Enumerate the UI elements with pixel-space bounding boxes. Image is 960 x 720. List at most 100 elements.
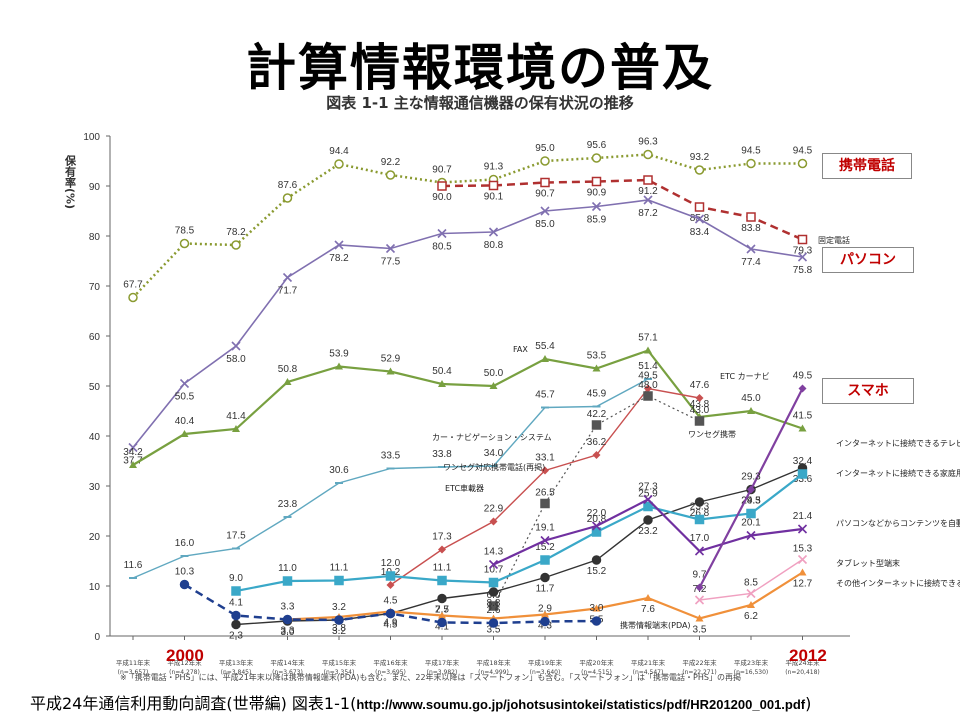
y-tick-label-7: 70 <box>89 282 101 293</box>
game-value-label-11: 23.3 <box>690 502 710 513</box>
pda-value-label-6: 2.7 <box>435 605 449 616</box>
net_appl-value-label-5: 4.9 <box>384 618 398 629</box>
pda-value-label-4: 3.2 <box>332 602 346 613</box>
pc-line <box>132 199 803 449</box>
pc-point-9 <box>591 201 602 212</box>
player-value-label-9: 22.0 <box>587 508 607 519</box>
fixed-value-label-12: 83.8 <box>741 223 761 234</box>
fax-value-label-2: 41.4 <box>226 411 246 422</box>
net_tv-value-label-6: 7.5 <box>435 605 449 616</box>
game-point-5 <box>385 571 396 581</box>
smart-point-13 <box>798 384 807 393</box>
net_tv-value-label-11: 26.8 <box>690 508 710 519</box>
x-tick-label-9: 平成20年末 <box>579 658 614 667</box>
x-tick-label-13: 平成24年末 <box>785 658 820 667</box>
net_tv-value-label-9: 15.2 <box>587 566 607 577</box>
mobile-value-label-0: 67.7 <box>123 280 143 291</box>
etc-point-11 <box>695 394 704 402</box>
net_tv-point-9 <box>591 555 602 565</box>
y-tick-label-10: 100 <box>83 132 100 143</box>
net_appl-point-11 <box>695 614 704 622</box>
mobile-value-label-2: 78.2 <box>226 227 246 238</box>
fax-point-3 <box>283 378 292 385</box>
pda-value-label-7: 2.6 <box>487 605 501 616</box>
fax-point-7 <box>489 382 498 389</box>
etc-value-label-7: 22.9 <box>484 504 504 515</box>
game-line <box>235 473 804 593</box>
etc-value-label-11: 47.6 <box>690 380 710 391</box>
game-point-2 <box>231 586 241 596</box>
net_appl-point-8 <box>541 610 549 618</box>
fax-value-label-4: 53.9 <box>329 349 349 360</box>
pda-point-7 <box>488 618 499 628</box>
fixed-point-10 <box>643 175 653 185</box>
pda-point-1 <box>179 579 190 590</box>
net_appl-value-label-12: 6.2 <box>744 611 758 622</box>
fixed-point-13 <box>797 234 808 245</box>
pc-point-12 <box>746 244 756 254</box>
game-point-4 <box>334 575 344 586</box>
fax-value-label-10: 57.1 <box>638 333 658 344</box>
series-label-4: ワンセグ対応携帯電話(再掲) <box>443 462 545 472</box>
mobile-value-label-11: 93.2 <box>690 152 710 163</box>
mobile-value-label-3: 87.6 <box>278 180 298 191</box>
fax-point-0 <box>129 461 137 468</box>
etc-point-9 <box>592 451 601 459</box>
player-value-label-12: 20.1 <box>741 518 761 529</box>
oneseg-point-8 <box>540 498 550 509</box>
player-point-9 <box>591 521 602 531</box>
x-tick-n-3: (n=3,673) <box>272 669 303 676</box>
pc-value-label-5: 77.5 <box>381 257 401 268</box>
x-tick-label-3: 平成14年末 <box>270 658 305 667</box>
player-value-label-8: 19.1 <box>535 523 555 534</box>
pda-value-label-1: 10.3 <box>175 567 195 578</box>
x-tick-n-13: (n=20,418) <box>785 669 820 676</box>
fax-point-2 <box>232 425 240 432</box>
player-value-label-7: 14.3 <box>484 547 504 558</box>
pda-value-label-8: 2.9 <box>538 604 552 615</box>
pda-value-label-3: 3.3 <box>281 602 295 613</box>
mobile-point-13 <box>797 158 808 169</box>
source-url[interactable]: http://www.soumu.go.jp/johotsusintokei/s… <box>356 697 806 712</box>
game-point-12 <box>746 508 756 519</box>
mobile-value-label-7: 91.3 <box>484 162 504 173</box>
net_tv-value-label-8: 11.7 <box>536 584 555 595</box>
series-label-6: ワンセグ携帯 <box>688 429 736 439</box>
pc-point-13 <box>797 252 808 262</box>
mobile-value-label-4: 94.4 <box>329 146 349 157</box>
net_tv-point-8 <box>540 572 550 583</box>
x-tick-label-7: 平成18年末 <box>476 658 511 667</box>
game-value-label-13: 32.4 <box>793 456 813 467</box>
mobile-value-label-12: 94.5 <box>741 146 761 157</box>
car_nav-value-label-9: 45.9 <box>587 389 607 400</box>
y-axis-label: 保有率(%) <box>64 154 78 209</box>
x-tick-label-11: 平成22年末 <box>682 658 717 667</box>
net_tv-value-label-2: 2.3 <box>229 631 243 642</box>
oneseg-value-label-8: 26.5 <box>535 488 555 499</box>
fax-point-4 <box>335 362 343 370</box>
mobile-value-label-1: 78.5 <box>175 226 195 237</box>
callout-smartphone: スマホ <box>822 378 914 404</box>
tablet-value-label-12: 8.5 <box>744 578 758 589</box>
player-point-8 <box>540 535 550 546</box>
player-point-7 <box>488 559 499 570</box>
game-point-8 <box>540 555 550 565</box>
pc-value-label-3: 71.7 <box>278 286 298 297</box>
pc-point-4 <box>334 240 344 250</box>
mobile-point-3 <box>282 193 293 203</box>
net_appl-value-label-7: 3.5 <box>487 625 501 636</box>
tablet-point-11 <box>694 595 705 605</box>
net_appl-point-6 <box>438 611 446 619</box>
fax-point-10 <box>644 346 652 354</box>
pda-value-label-9: 3.0 <box>590 603 604 614</box>
tablet-point-12 <box>746 588 756 599</box>
fixed-value-label-10: 91.2 <box>638 186 658 197</box>
x-tick-n-5: (n=3,695) <box>375 669 406 676</box>
x-tick-n-10: (n=4,547) <box>633 669 664 676</box>
net_appl-value-label-3: 3.3 <box>281 626 295 637</box>
pc-value-label-4: 78.2 <box>329 253 349 264</box>
net_appl-value-label-10: 7.6 <box>641 604 655 615</box>
net_tv-value-label-7: 8.8 <box>487 598 501 609</box>
player-point-11 <box>694 546 705 556</box>
y-tick-label-4: 40 <box>89 432 101 443</box>
